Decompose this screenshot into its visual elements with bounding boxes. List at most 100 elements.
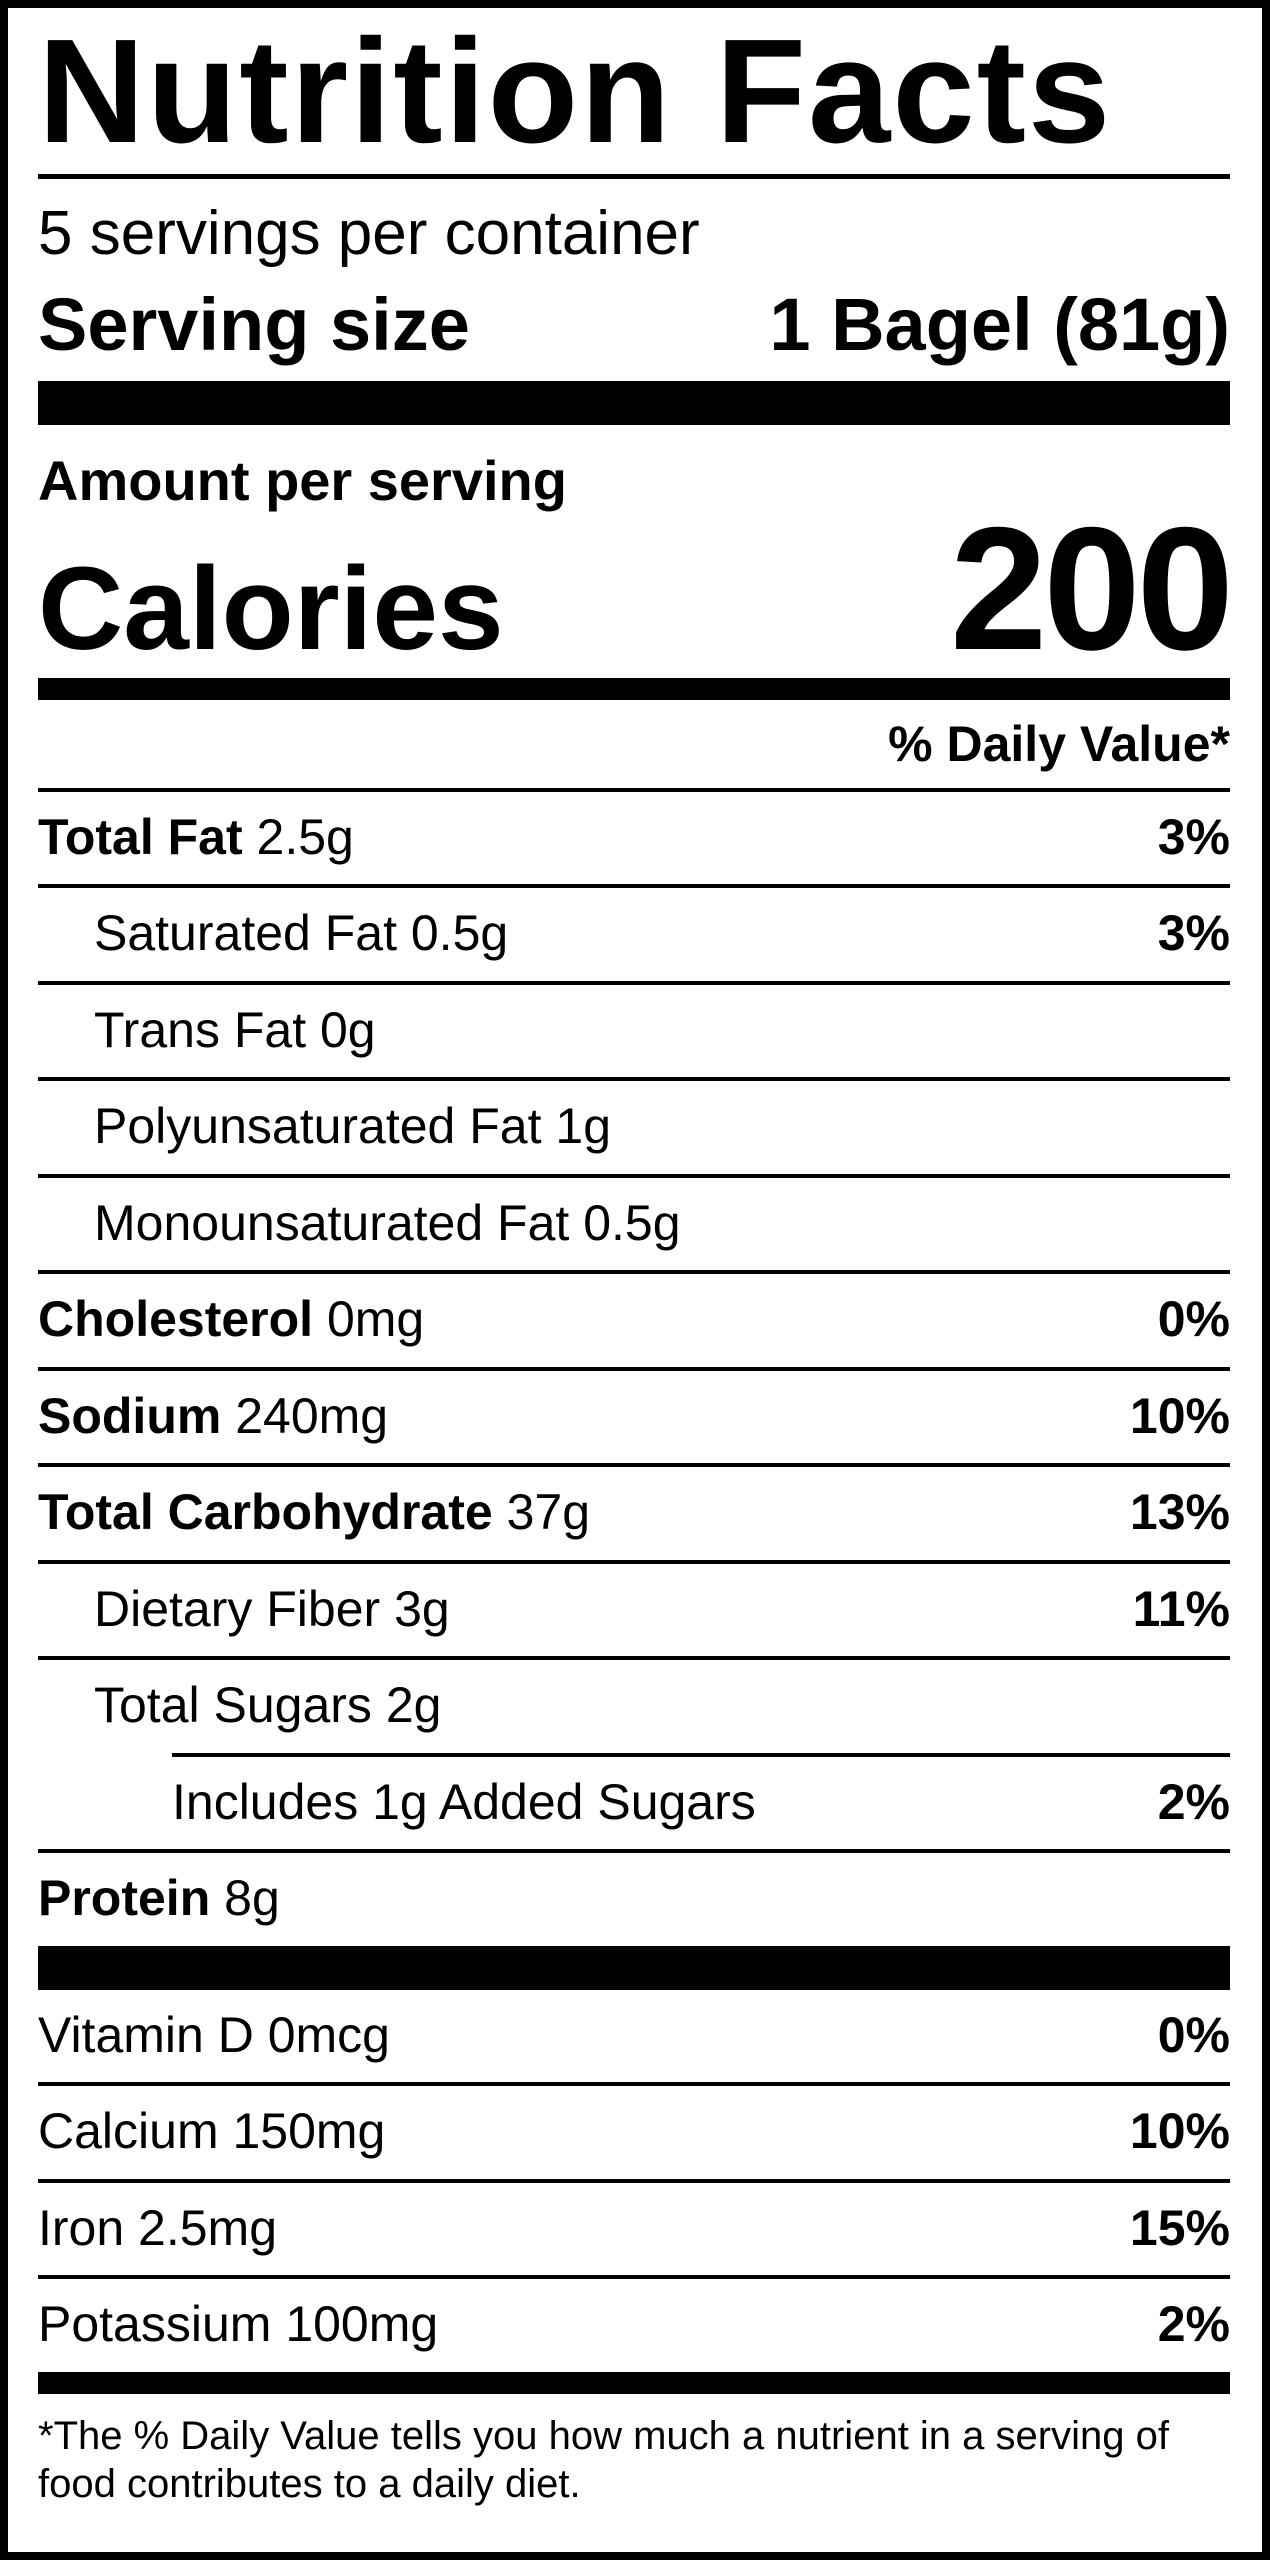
nutrient-name: Cholesterol (38, 1291, 314, 1348)
nutrient-cell: Monounsaturated Fat 0.5g (38, 1195, 681, 1253)
daily-value: 3% (1157, 905, 1230, 962)
table-row: Includes 1g Added Sugars 2% (38, 1757, 1230, 1850)
nutrient-cell: Dietary Fiber 3g (38, 1581, 450, 1639)
nutrient-cell: Total Fat 2.5g (38, 809, 354, 867)
nutrient-cell: Total Carbohydrate 37g (38, 1484, 590, 1542)
header-divider (38, 787, 1230, 792)
calories-row: Calories 200 (38, 492, 1234, 688)
nutrient-cell: Saturated Fat 0.5g (38, 905, 508, 963)
table-row: Polyunsaturated Fat 1g (38, 1081, 1230, 1174)
nutrient-name: Total Carbohydrate (38, 1484, 493, 1541)
table-row: Sodium 240mg 10% (38, 1371, 1230, 1464)
vitamin-table: Vitamin D 0mcg 0% Calcium 150mg 10% Iron 2.5… (38, 1990, 1230, 2372)
nutrient-name: Sodium (38, 1387, 222, 1444)
table-row: Calcium 150mg 10% (38, 2086, 1230, 2179)
nutrient-amount: 1g (555, 1098, 612, 1155)
nutrient-cell: Includes 1g Added Sugars (38, 1774, 756, 1832)
daily-value: 0% (1157, 1291, 1230, 1348)
nutrient-amount: 2g (385, 1677, 442, 1734)
nutrient-amount: 0.5g (410, 905, 509, 962)
table-row: Cholesterol 0mg 0% (38, 1274, 1230, 1367)
divider (172, 1752, 1230, 1757)
table-row: Protein 8g (38, 1853, 1230, 1946)
title-divider (38, 174, 1230, 179)
nutrient-cell: Total Sugars 2g (38, 1677, 441, 1735)
nutrient-amount: 37g (506, 1484, 591, 1541)
nutrient-cell: Polyunsaturated Fat 1g (38, 1098, 611, 1156)
table-row: Saturated Fat 0.5g 3% (38, 888, 1230, 981)
divider (38, 980, 1230, 985)
table-row: Trans Fat 0g (38, 985, 1230, 1078)
table-row: Total Fat 2.5g 3% (38, 792, 1230, 885)
vitamin-name: Potassium 100mg (38, 2296, 439, 2353)
nutrient-cell: Sodium 240mg (38, 1388, 388, 1446)
divider (38, 1270, 1230, 1275)
vitamin-name: Vitamin D 0mcg (38, 2006, 390, 2063)
amount-per-serving: Amount per serving (38, 449, 567, 513)
nutrient-amount: 0mg (326, 1291, 425, 1348)
daily-value-header: % Daily Value* (888, 716, 1230, 773)
nutrient-name: Protein (38, 1870, 211, 1927)
footnote: *The % Daily Value tells you how much a … (38, 2413, 1169, 2506)
table-row: Monounsaturated Fat 0.5g (38, 1178, 1230, 1271)
divider (38, 1849, 1230, 1854)
divider (38, 1656, 1230, 1661)
table-row: Iron 2.5mg 15% (38, 2183, 1230, 2276)
daily-value: 2% (1157, 1773, 1230, 1830)
nutrient-amount: 2.5g (256, 808, 354, 865)
daily-value: 10% (1129, 2103, 1230, 2160)
nutrient-name: Total Fat (38, 808, 243, 865)
nutrient-table: Total Fat 2.5g 3% Saturated Fat 0.5g 3% Tran… (38, 787, 1230, 1946)
divider (38, 884, 1230, 889)
thick-bar-vitamins (38, 1945, 1230, 1990)
divider (38, 2178, 1230, 2183)
table-row: Total Carbohydrate 37g 13% (38, 1467, 1230, 1560)
daily-value: 0% (1157, 2006, 1230, 2063)
serving-size-row: Serving size 1 Bagel (81g) (38, 281, 1230, 382)
nutrient-amount: 240mg (235, 1387, 389, 1444)
daily-value: 15% (1129, 2199, 1230, 2256)
divider (38, 1173, 1230, 1178)
daily-value: 2% (1157, 2296, 1230, 2353)
nutrient-cell: Cholesterol 0mg (38, 1291, 424, 1349)
divider (38, 1077, 1230, 1082)
serving-size-label: Serving size (38, 282, 470, 366)
nutrient-name: Total Sugars (94, 1677, 372, 1734)
daily-value: 13% (1129, 1484, 1230, 1541)
nutrient-amount: 8g (224, 1870, 280, 1927)
nutrient-name: Saturated Fat (94, 905, 397, 962)
nutrient-amount: 0g (320, 1001, 376, 1058)
divider (38, 2082, 1230, 2087)
calories-label: Calories (38, 543, 504, 676)
nutrient-cell: Protein 8g (38, 1870, 280, 1928)
medium-bar-calories (38, 678, 1230, 701)
divider (38, 1559, 1230, 1564)
servings-per-container: 5 servings per container (38, 199, 700, 268)
divider (38, 1463, 1230, 1468)
nutrient-name: Monounsaturated Fat (94, 1194, 570, 1251)
nutrient-name: Trans Fat (94, 1001, 307, 1058)
thick-bar-top (38, 381, 1230, 426)
medium-bar-footnote (38, 2371, 1230, 2394)
nutrient-amount: 3g (394, 1580, 450, 1637)
table-row: Vitamin D 0mcg 0% (38, 1990, 1230, 2083)
table-row: Potassium 100mg 2% (38, 2279, 1230, 2372)
label-title: Nutrition Facts (38, 9, 1113, 174)
nutrient-cell: Trans Fat 0g (38, 1002, 376, 1060)
serving-size-value: 1 Bagel (81g) (769, 282, 1230, 366)
divider (38, 1366, 1230, 1371)
daily-value: 11% (1132, 1580, 1230, 1637)
calories-value: 200 (950, 492, 1234, 688)
vitamin-name: Calcium 150mg (38, 2103, 386, 2160)
vitamin-name: Iron 2.5mg (38, 2199, 278, 2256)
nutrient-amount: 0.5g (583, 1194, 681, 1251)
divider (38, 2275, 1230, 2280)
nutrient-name: Polyunsaturated Fat (94, 1098, 542, 1155)
daily-value: 3% (1157, 808, 1230, 865)
table-row: Dietary Fiber 3g 11% (38, 1564, 1230, 1657)
table-row: Total Sugars 2g (38, 1660, 1230, 1753)
nutrient-name: Dietary Fiber (94, 1580, 381, 1637)
daily-value: 10% (1129, 1387, 1230, 1444)
nutrient-name: Includes 1g Added Sugars (172, 1773, 756, 1830)
